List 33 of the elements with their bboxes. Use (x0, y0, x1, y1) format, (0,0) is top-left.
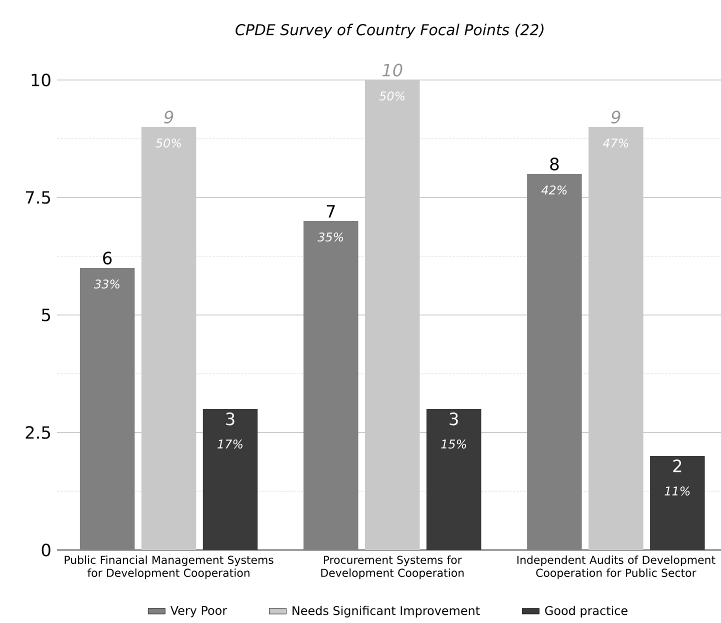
data-label: 3 (226, 412, 234, 426)
annotation: 42% (541, 186, 567, 195)
chart-title: CPDE Survey of Country Focal Points (22) (236, 24, 544, 38)
y-tick-label: 7.5 (26, 191, 50, 204)
data-label: 7 (326, 205, 335, 218)
y-tick-label: 0 (42, 544, 50, 556)
bar (426, 409, 482, 550)
bar (80, 268, 135, 550)
y-tick-label: 10 (32, 74, 50, 86)
bar (650, 456, 705, 550)
data-label: 6 (103, 252, 112, 264)
x-tick-label: Public Financial Management Systems for Development Cooperation (64, 556, 274, 580)
data-label: 8 (550, 158, 559, 170)
annotation: 33% (94, 280, 120, 289)
data-label: 10 (382, 64, 402, 76)
legend-label: Very Poor (170, 606, 228, 618)
data-label: 9 (164, 110, 174, 124)
legend-label: Good practice (545, 606, 628, 618)
x-tick-label: Procurement Systems for Development Cooperation (321, 556, 464, 580)
bar (202, 409, 258, 550)
annotation: 11% (664, 486, 690, 496)
y-tick-label: 2.5 (26, 426, 50, 439)
data-label: 3 (450, 412, 458, 426)
bar (303, 220, 358, 550)
x-tick-label: Independent Audits of Development Cooperation for Public Sector (517, 556, 716, 580)
bar (527, 174, 582, 550)
annotation: 35% (318, 232, 344, 242)
y-tick-label: 5 (42, 308, 50, 322)
data-label: 2 (673, 460, 682, 472)
data-label: 9 (611, 110, 620, 124)
annotation: 17% (218, 440, 242, 449)
annotation: 15% (441, 440, 466, 449)
legend-label: Needs Significant Improvement (292, 606, 480, 618)
